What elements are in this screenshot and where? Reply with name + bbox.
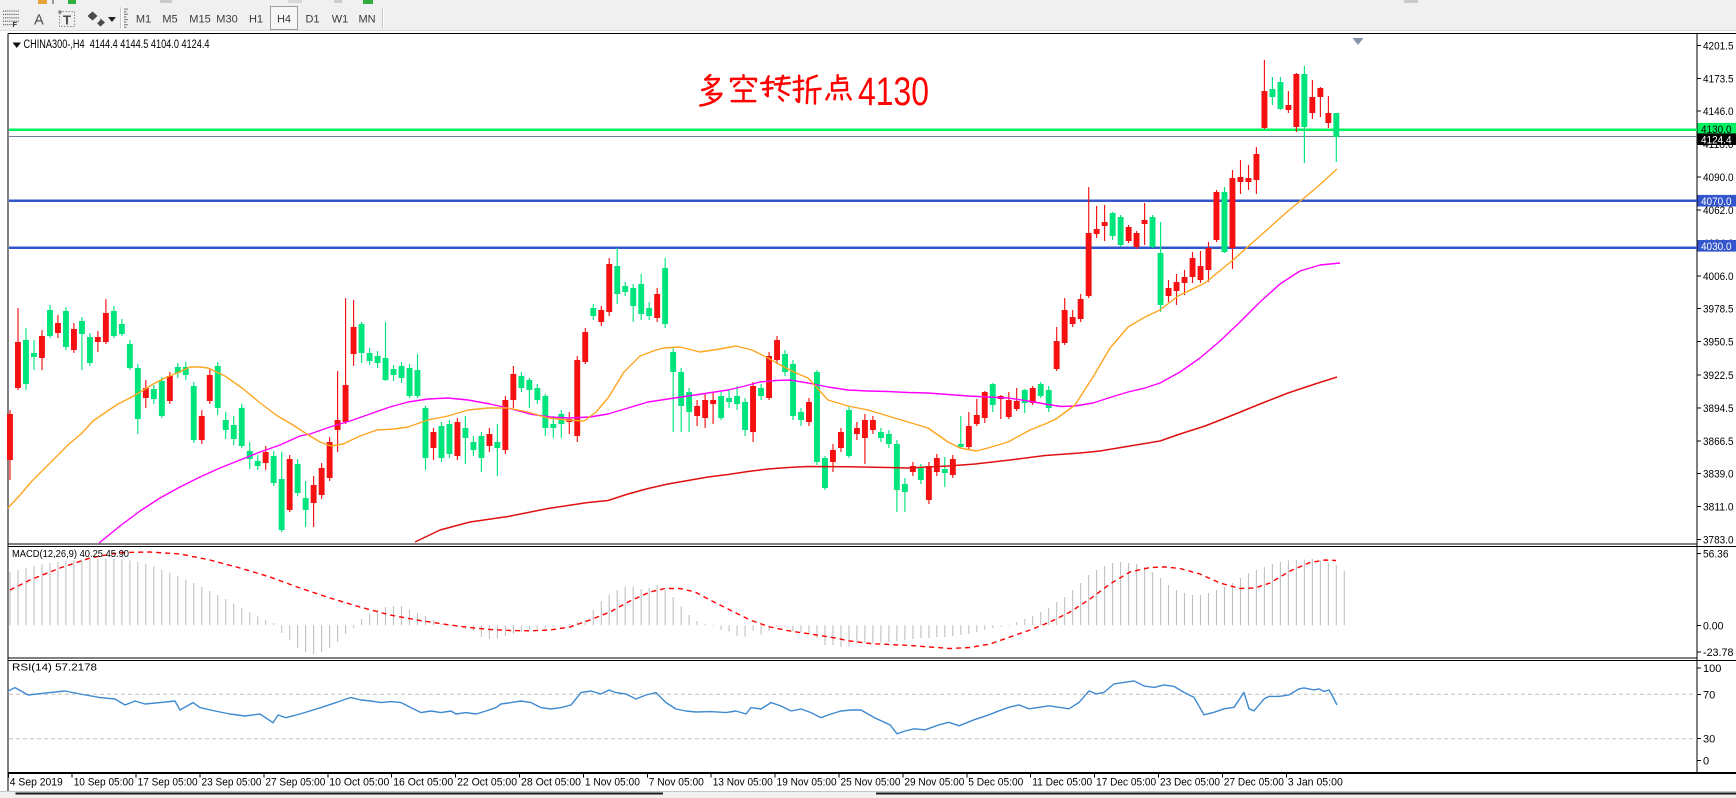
svg-text:4146.0: 4146.0	[1703, 106, 1734, 118]
svg-text:CHINA300-,H4 4144.4 4144.5 41: CHINA300-,H4 4144.4 4144.5 4104.0 4124.4	[24, 39, 210, 51]
svg-text:17 Sep 05:00: 17 Sep 05:00	[138, 777, 198, 789]
svg-text:3783.0: 3783.0	[1703, 534, 1734, 546]
svg-text:4130: 4130	[858, 70, 929, 114]
svg-text:70: 70	[1703, 689, 1715, 701]
svg-text:30: 30	[1703, 734, 1715, 746]
svg-text:F: F	[13, 20, 18, 29]
svg-text:29 Nov 05:00: 29 Nov 05:00	[904, 777, 964, 789]
svg-text:-23.78: -23.78	[1703, 647, 1734, 659]
svg-text:4062.0: 4062.0	[1703, 205, 1734, 217]
svg-text:M30: M30	[216, 14, 237, 26]
svg-text:4030.0: 4030.0	[1701, 241, 1732, 253]
svg-text:27 Dec 05:00: 27 Dec 05:00	[1224, 777, 1284, 789]
svg-text:17 Dec 05:00: 17 Dec 05:00	[1096, 777, 1156, 789]
svg-text:M15: M15	[189, 14, 210, 26]
svg-text:H4: H4	[277, 14, 291, 26]
svg-text:0.00: 0.00	[1703, 620, 1724, 632]
svg-text:3 Jan 05:00: 3 Jan 05:00	[1288, 777, 1343, 789]
svg-text:27 Sep 05:00: 27 Sep 05:00	[265, 777, 325, 789]
svg-text:28 Oct 05:00: 28 Oct 05:00	[521, 777, 581, 789]
svg-text:0: 0	[1703, 756, 1709, 768]
svg-text:M1: M1	[136, 14, 151, 26]
svg-text:13 Nov 05:00: 13 Nov 05:00	[713, 777, 773, 789]
svg-text:T: T	[63, 13, 71, 28]
svg-text:1 Nov 05:00: 1 Nov 05:00	[585, 777, 640, 789]
svg-text:3866.5: 3866.5	[1703, 436, 1734, 448]
svg-text:M5: M5	[162, 14, 177, 26]
svg-text:4 Sep 2019: 4 Sep 2019	[10, 777, 63, 789]
svg-text:4006.0: 4006.0	[1703, 271, 1734, 283]
svg-text:19 Nov 05:00: 19 Nov 05:00	[777, 777, 837, 789]
svg-text:4130.0: 4130.0	[1701, 124, 1732, 136]
svg-text:7 Nov 05:00: 7 Nov 05:00	[649, 777, 704, 789]
svg-text:W1: W1	[332, 14, 349, 26]
svg-text:16 Oct 05:00: 16 Oct 05:00	[393, 777, 453, 789]
svg-text:3922.5: 3922.5	[1703, 370, 1734, 382]
svg-text:10 Sep 05:00: 10 Sep 05:00	[74, 777, 134, 789]
svg-text:10 Oct 05:00: 10 Oct 05:00	[329, 777, 389, 789]
svg-text:5 Dec 05:00: 5 Dec 05:00	[968, 777, 1023, 789]
svg-text:3839.0: 3839.0	[1703, 468, 1734, 480]
svg-text:56.36: 56.36	[1703, 549, 1729, 561]
svg-text:H1: H1	[249, 14, 263, 26]
svg-text:3894.5: 3894.5	[1703, 403, 1734, 415]
svg-text:25 Nov 05:00: 25 Nov 05:00	[841, 777, 901, 789]
svg-text:22 Oct 05:00: 22 Oct 05:00	[457, 777, 517, 789]
svg-text:3811.0: 3811.0	[1703, 501, 1734, 513]
svg-text:4201.5: 4201.5	[1703, 41, 1734, 53]
svg-text:RSI(14) 57.2178: RSI(14) 57.2178	[12, 662, 97, 674]
svg-text:100: 100	[1703, 663, 1721, 675]
svg-text:11 Dec 05:00: 11 Dec 05:00	[1032, 777, 1092, 789]
svg-text:MN: MN	[358, 14, 375, 26]
svg-text:3950.5: 3950.5	[1703, 337, 1734, 349]
svg-text:D1: D1	[305, 14, 319, 26]
svg-text:4124.4: 4124.4	[1701, 134, 1732, 146]
svg-text:23 Sep 05:00: 23 Sep 05:00	[202, 777, 262, 789]
svg-text:MACD(12,26,9) 40.25 45.90: MACD(12,26,9) 40.25 45.90	[12, 548, 129, 560]
svg-text:23 Dec 05:00: 23 Dec 05:00	[1160, 777, 1220, 789]
svg-text:A: A	[34, 13, 44, 29]
svg-text:3978.5: 3978.5	[1703, 304, 1734, 316]
svg-text:4070.0: 4070.0	[1701, 196, 1732, 208]
svg-text:4090.0: 4090.0	[1703, 172, 1734, 184]
svg-text:4173.5: 4173.5	[1703, 74, 1734, 86]
